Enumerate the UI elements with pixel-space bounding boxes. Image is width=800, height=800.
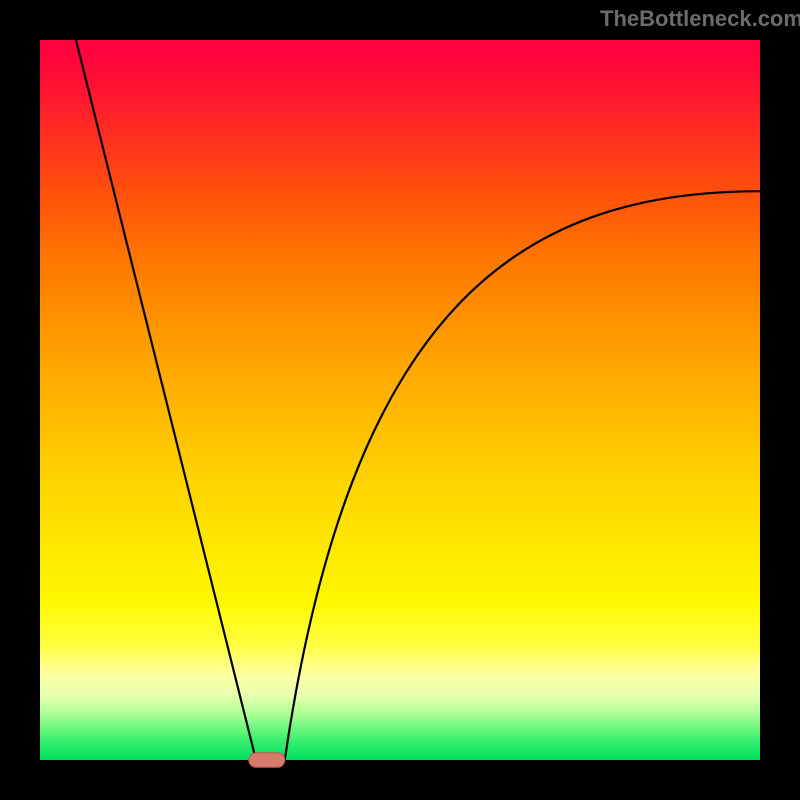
bottleneck-chart bbox=[0, 0, 800, 800]
watermark-text: TheBottleneck.com bbox=[600, 6, 800, 32]
valley-marker bbox=[249, 753, 285, 767]
chart-stage: TheBottleneck.com bbox=[0, 0, 800, 800]
chart-background bbox=[40, 40, 760, 760]
